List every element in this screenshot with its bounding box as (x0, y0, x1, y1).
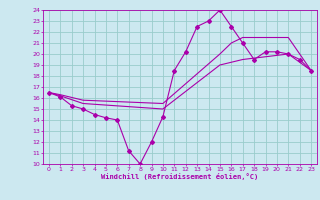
X-axis label: Windchill (Refroidissement éolien,°C): Windchill (Refroidissement éolien,°C) (101, 173, 259, 180)
